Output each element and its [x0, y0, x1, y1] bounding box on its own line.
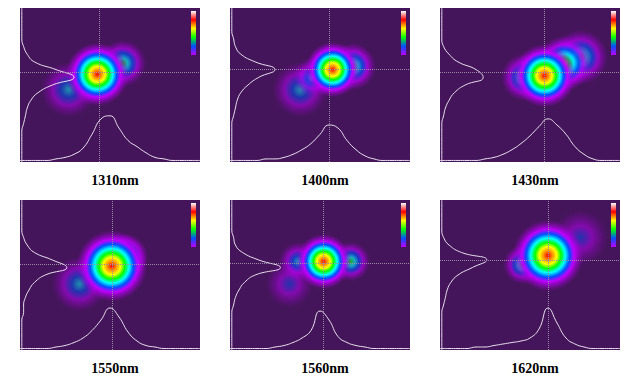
- svg-text:1400nm: 1400nm: [301, 173, 349, 188]
- svg-text:1560nm: 1560nm: [301, 361, 349, 376]
- svg-text:1620nm: 1620nm: [511, 361, 559, 376]
- svg-text:1310nm: 1310nm: [91, 173, 139, 188]
- svg-text:1550nm: 1550nm: [91, 361, 139, 376]
- svg-text:1430nm: 1430nm: [511, 173, 559, 188]
